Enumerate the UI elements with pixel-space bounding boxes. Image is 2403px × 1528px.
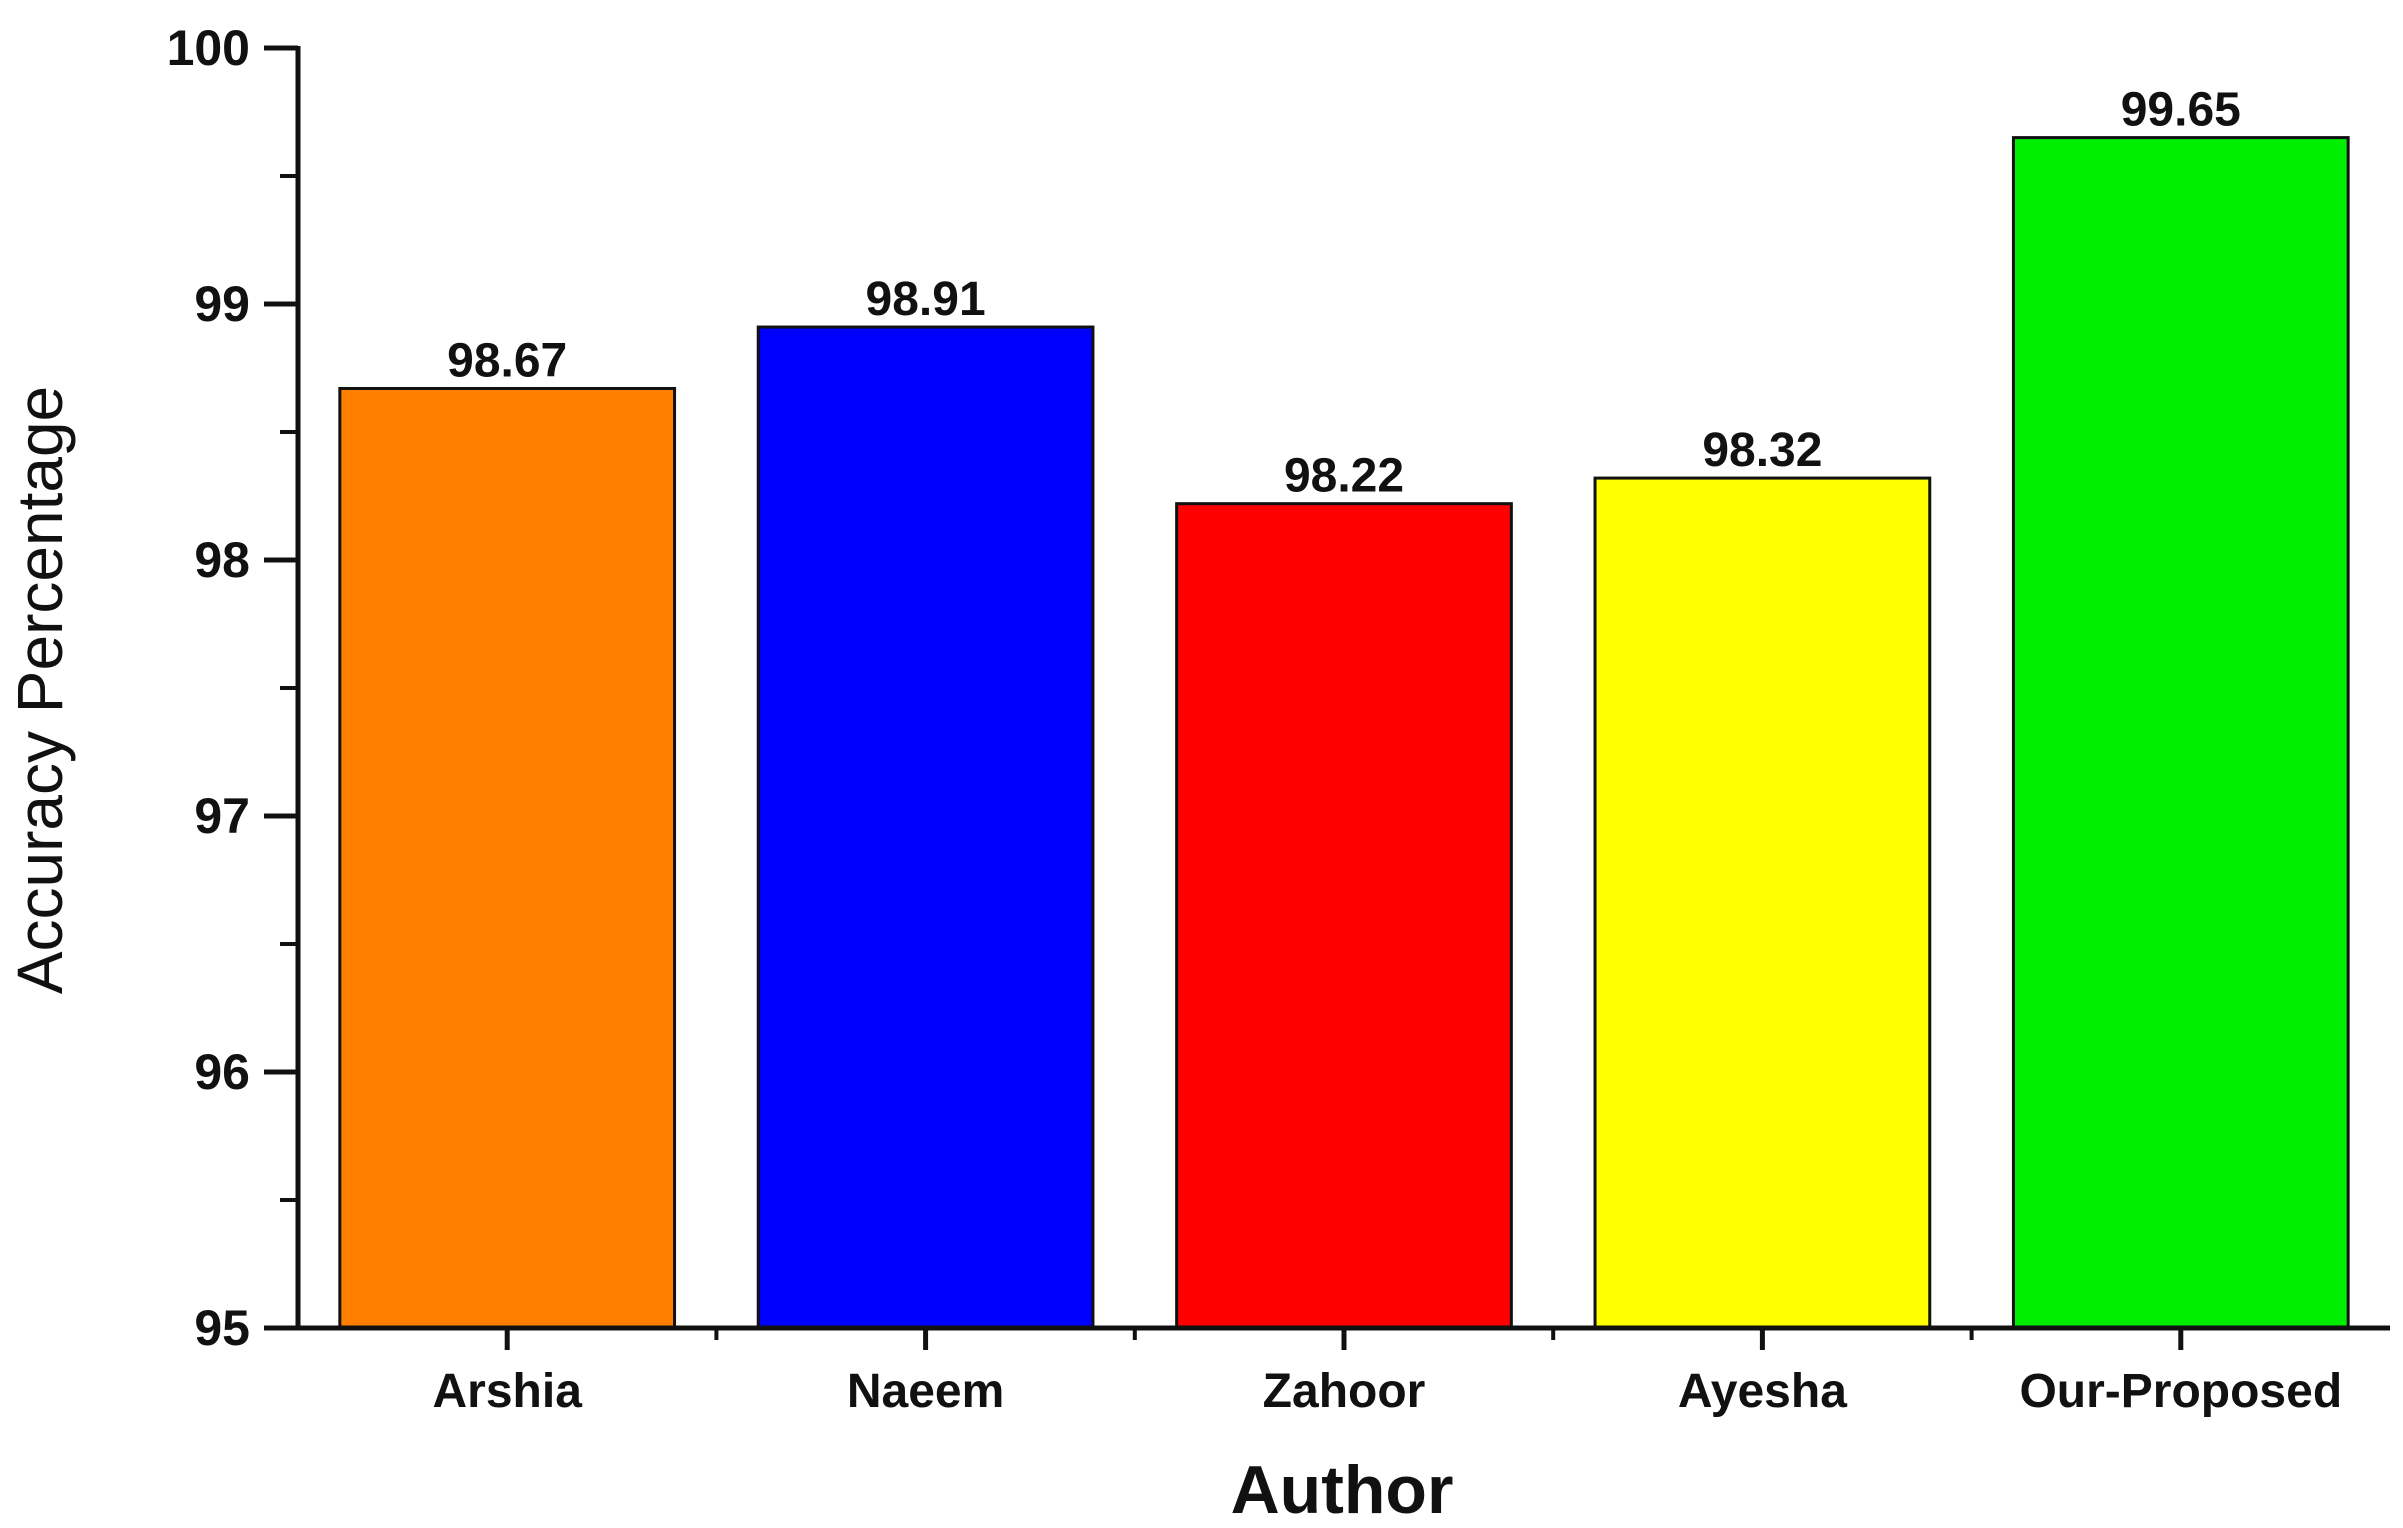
y-tick-label: 97 <box>194 788 250 844</box>
value-label: 98.91 <box>866 273 986 326</box>
y-ticks-group: 95 96 97 98 99 100 <box>167 20 298 1356</box>
bar-ayesha <box>1593 476 1932 1330</box>
y-axis-title: Accuracy Percentage <box>4 386 76 994</box>
value-label: 99.65 <box>2121 84 2241 137</box>
y-tick-label: 99 <box>194 276 250 332</box>
x-tick-label: Zahoor <box>1263 1365 1426 1418</box>
bar-arshia <box>338 386 677 1330</box>
x-tick-label: Our-Proposed <box>2019 1365 2342 1418</box>
x-axis-title: Author <box>1231 1452 1454 1528</box>
value-label: 98.32 <box>1702 424 1822 477</box>
y-tick-label: 100 <box>167 20 250 76</box>
bar-our-proposed <box>2011 136 2350 1330</box>
x-tick-label: Ayesha <box>1678 1365 1847 1418</box>
bar-zahoor <box>1175 502 1513 1330</box>
y-tick-label: 95 <box>194 1300 250 1356</box>
bars-group <box>338 136 2350 1330</box>
y-tick-label: 96 <box>194 1044 250 1100</box>
y-tick-label: 98 <box>194 532 250 588</box>
bar-naeem <box>756 325 1095 1330</box>
value-labels-group: 98.67 98.91 98.22 98.32 99.65 <box>447 84 2241 503</box>
value-label: 98.22 <box>1284 450 1404 503</box>
x-tick-label: Naeem <box>847 1365 1004 1418</box>
x-tick-label: Arshia <box>433 1365 583 1418</box>
x-ticks-group: Arshia Naeem Zahoor Ayesha Our-Proposed <box>433 1328 2342 1418</box>
value-label: 98.67 <box>447 334 567 387</box>
